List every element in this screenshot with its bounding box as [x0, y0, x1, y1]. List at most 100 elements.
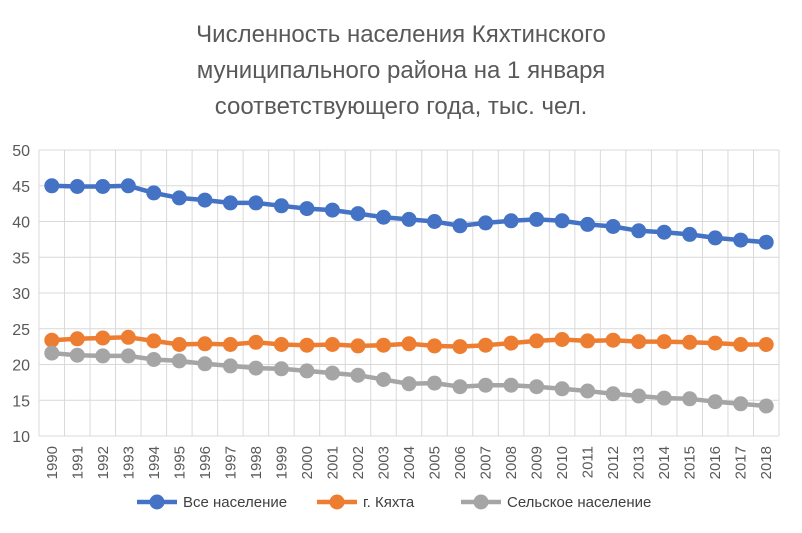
- y-tick-label: 10: [12, 429, 30, 446]
- data-point: [222, 195, 238, 211]
- data-point: [707, 230, 723, 246]
- data-point: [605, 219, 621, 234]
- data-point: [120, 348, 136, 364]
- data-point: [580, 216, 596, 232]
- data-point: [401, 211, 417, 227]
- data-point: [44, 345, 60, 361]
- y-tick-label: 50: [12, 143, 30, 160]
- x-tick-label: 2004: [401, 446, 418, 479]
- x-tick-label: 1994: [146, 446, 163, 479]
- data-point: [503, 335, 519, 351]
- x-tick-label: 1998: [248, 446, 265, 479]
- data-point: [248, 360, 264, 376]
- data-point: [631, 223, 647, 239]
- legend-item-3: Сельское население: [461, 494, 651, 511]
- x-tick-label: 2000: [299, 446, 316, 479]
- data-point: [452, 218, 468, 234]
- data-point: [69, 179, 85, 194]
- data-point: [427, 338, 442, 354]
- data-point: [758, 234, 774, 250]
- data-point: [707, 335, 723, 351]
- x-tick-label: 2013: [631, 446, 648, 479]
- data-point: [248, 195, 264, 211]
- x-tick-label: 2005: [427, 446, 444, 479]
- data-point: [631, 388, 647, 404]
- x-tick-label: 1991: [69, 446, 86, 479]
- data-point: [120, 329, 136, 345]
- x-tick-label: 2003: [375, 446, 392, 479]
- chart-title-line-3: соответствующего года, тыс. чел.: [215, 93, 588, 120]
- data-point: [478, 215, 494, 231]
- data-point: [529, 333, 545, 349]
- data-point: [171, 190, 187, 206]
- data-point: [222, 337, 238, 352]
- legend-swatch-marker: [329, 494, 345, 510]
- data-point: [554, 332, 570, 347]
- data-point: [146, 333, 162, 349]
- y-tick-label: 30: [12, 286, 30, 303]
- x-tick-label: 2002: [350, 446, 367, 479]
- x-tick-label: 2016: [707, 446, 724, 479]
- data-point: [529, 211, 545, 227]
- data-point: [631, 334, 647, 350]
- data-point: [69, 331, 85, 347]
- data-point: [401, 336, 417, 352]
- y-tick-label: 25: [12, 322, 30, 339]
- x-tick-label: 2008: [503, 446, 520, 479]
- data-point: [427, 375, 442, 391]
- data-point: [580, 333, 596, 349]
- legend-label: г. Кяхта: [363, 494, 415, 511]
- data-point: [376, 372, 391, 387]
- x-tick-label: 1990: [44, 446, 61, 479]
- data-point: [350, 206, 366, 222]
- data-point: [605, 332, 621, 348]
- data-point: [656, 390, 672, 406]
- legend-swatch-marker: [149, 494, 165, 510]
- data-point: [197, 336, 213, 352]
- data-point: [273, 198, 289, 214]
- x-tick-label: 2018: [758, 446, 775, 479]
- data-point: [273, 361, 289, 377]
- data-point: [171, 353, 187, 369]
- chart-title: Численность населения Кяхтинского муници…: [196, 21, 606, 120]
- x-tick-label: 2001: [324, 446, 341, 479]
- data-point: [146, 185, 162, 201]
- x-tick-label: 2012: [605, 446, 622, 479]
- data-point: [146, 352, 162, 367]
- y-tick-label: 40: [12, 215, 30, 232]
- data-point: [656, 224, 672, 240]
- data-point: [733, 396, 749, 412]
- x-tick-label: 2006: [452, 446, 469, 479]
- data-point: [197, 356, 213, 372]
- data-point: [324, 365, 340, 381]
- data-point: [733, 337, 749, 352]
- series-1: [44, 178, 774, 250]
- data-point: [452, 339, 468, 355]
- data-point: [376, 337, 391, 353]
- data-point: [758, 337, 774, 352]
- data-point: [222, 358, 238, 374]
- data-point: [503, 377, 519, 393]
- x-axis: 1990 1991 1992 1993 1994 1995 1996 1997 1998 1999…: [44, 446, 775, 479]
- data-point: [580, 383, 596, 399]
- data-point: [605, 386, 621, 402]
- data-point: [324, 202, 340, 218]
- data-point: [197, 192, 213, 208]
- y-tick-label: 45: [12, 179, 30, 196]
- data-point: [350, 338, 366, 354]
- data-point: [733, 232, 749, 248]
- data-point: [427, 214, 442, 229]
- data-point: [376, 209, 391, 225]
- legend-item-1: Все население: [137, 494, 287, 511]
- data-point: [478, 337, 494, 353]
- chart-title-line-2: муниципального района на 1 января: [197, 57, 605, 84]
- legend-label: Сельское население: [507, 494, 651, 511]
- y-axis: 10 15 20 25 30 35 40 45 50: [12, 143, 30, 446]
- y-tick-label: 35: [12, 250, 30, 267]
- data-point: [529, 379, 545, 395]
- data-point: [95, 179, 111, 194]
- data-point: [656, 334, 672, 350]
- data-point: [758, 398, 774, 414]
- data-point: [478, 377, 494, 393]
- chart-title-line-1: Численность населения Кяхтинского: [196, 21, 606, 48]
